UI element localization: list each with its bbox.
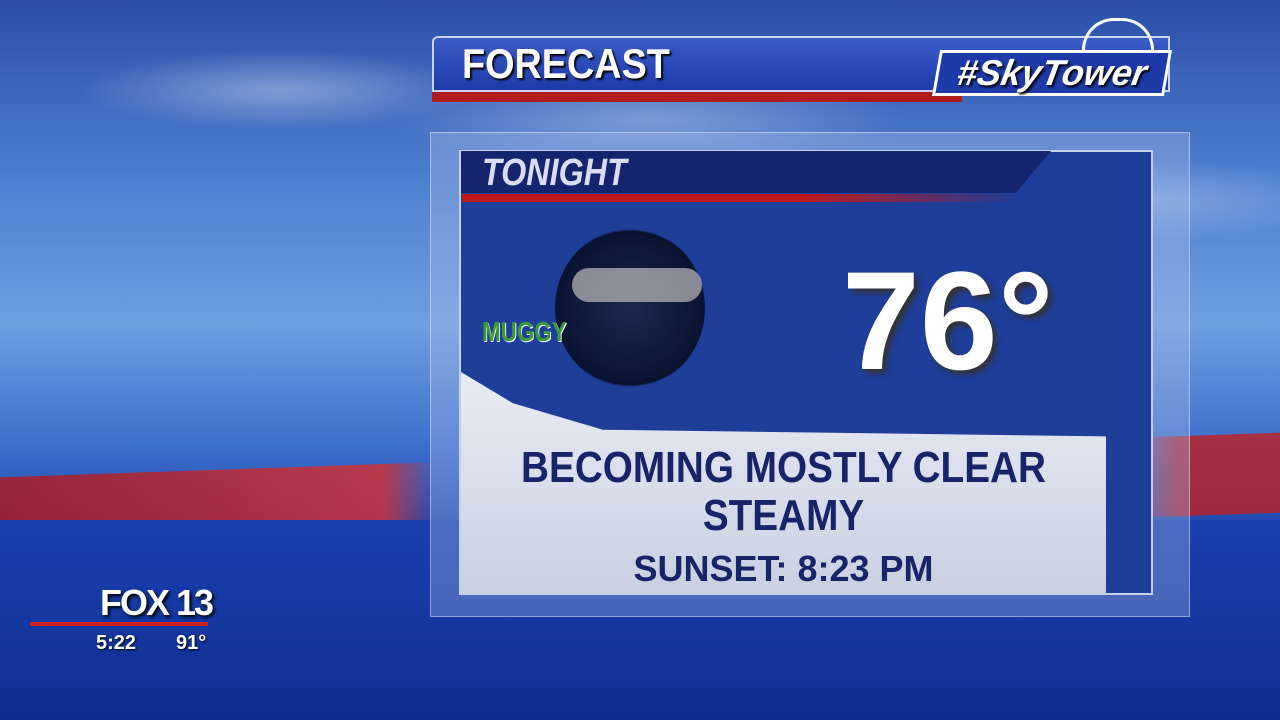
forecast-temperature: 76° bbox=[842, 242, 1054, 399]
brand-logo: #SkyTower bbox=[931, 50, 1173, 96]
station-logo: FOX 13 bbox=[100, 582, 214, 623]
logo-red-line bbox=[30, 622, 208, 626]
period-tab bbox=[461, 151, 1051, 193]
condition-line: STEAMY bbox=[702, 491, 865, 540]
condition-line: BECOMING MOSTLY CLEAR bbox=[521, 443, 1046, 492]
period-red-stripe bbox=[462, 194, 1022, 202]
night-clear-cloud-icon bbox=[555, 228, 705, 388]
period-title: TONIGHT bbox=[482, 152, 627, 194]
sunset-time: SUNSET: 8:23 PM bbox=[633, 548, 934, 589]
cloud-icon bbox=[572, 268, 702, 302]
current-time: 5:22 bbox=[96, 632, 137, 654]
header-title: FORECAST bbox=[462, 40, 670, 87]
header-red-stripe bbox=[432, 92, 962, 102]
current-temperature: 91° bbox=[176, 632, 207, 654]
muggy-label: MUGGY bbox=[482, 316, 567, 347]
conditions-text: BECOMING MOSTLY CLEAR STEAMY bbox=[500, 444, 1068, 540]
